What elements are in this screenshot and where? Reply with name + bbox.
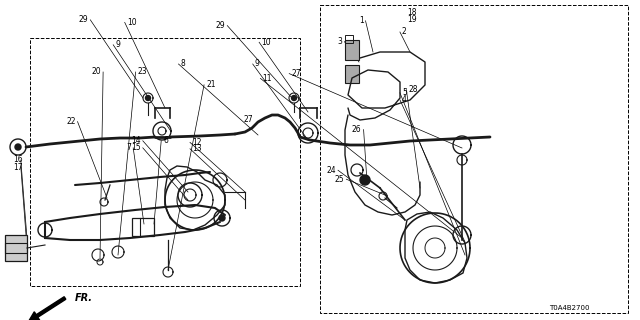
Text: 16: 16 bbox=[13, 156, 22, 164]
Text: 24: 24 bbox=[326, 166, 336, 175]
Bar bbox=[5, 243, 27, 253]
Polygon shape bbox=[145, 95, 150, 100]
Text: 10: 10 bbox=[261, 38, 271, 47]
Text: 27: 27 bbox=[243, 115, 253, 124]
Bar bbox=[30, 38, 300, 286]
Text: 22: 22 bbox=[66, 117, 76, 126]
Polygon shape bbox=[15, 144, 21, 150]
Bar bbox=[5, 235, 27, 261]
Polygon shape bbox=[291, 95, 296, 100]
Text: 12: 12 bbox=[192, 138, 202, 147]
Text: 3: 3 bbox=[337, 37, 342, 46]
Text: 2: 2 bbox=[402, 28, 406, 36]
Polygon shape bbox=[219, 215, 225, 221]
Text: T0A4B2700: T0A4B2700 bbox=[550, 305, 590, 311]
Text: 10: 10 bbox=[127, 18, 136, 27]
Text: 29: 29 bbox=[216, 21, 225, 30]
Text: 28: 28 bbox=[408, 85, 418, 94]
Text: 19: 19 bbox=[408, 15, 417, 24]
Text: 8: 8 bbox=[180, 60, 185, 68]
Bar bbox=[320, 5, 628, 313]
Polygon shape bbox=[360, 175, 370, 185]
Text: 25: 25 bbox=[335, 175, 344, 184]
Text: 29: 29 bbox=[79, 15, 88, 24]
Text: 1: 1 bbox=[359, 16, 364, 25]
Text: 7: 7 bbox=[126, 143, 131, 152]
FancyArrow shape bbox=[29, 297, 66, 320]
Text: 21: 21 bbox=[206, 80, 216, 89]
Bar bbox=[345, 40, 359, 60]
Text: 15: 15 bbox=[131, 143, 141, 152]
Text: 23: 23 bbox=[138, 68, 147, 76]
Text: 18: 18 bbox=[408, 8, 417, 17]
Bar bbox=[345, 35, 353, 43]
Text: 20: 20 bbox=[92, 68, 101, 76]
Bar bbox=[132, 218, 154, 236]
Text: 17: 17 bbox=[13, 163, 22, 172]
Text: 13: 13 bbox=[192, 144, 202, 153]
Text: 9: 9 bbox=[115, 40, 120, 49]
Text: 9: 9 bbox=[255, 60, 260, 68]
Text: 6: 6 bbox=[163, 136, 168, 145]
Text: 14: 14 bbox=[131, 136, 141, 145]
Text: 27: 27 bbox=[291, 69, 301, 78]
Text: FR.: FR. bbox=[75, 293, 93, 303]
Bar bbox=[345, 65, 359, 83]
Text: 5: 5 bbox=[402, 88, 407, 97]
Text: 11: 11 bbox=[262, 74, 272, 83]
Text: 26: 26 bbox=[352, 125, 362, 134]
Text: 4: 4 bbox=[402, 95, 407, 104]
